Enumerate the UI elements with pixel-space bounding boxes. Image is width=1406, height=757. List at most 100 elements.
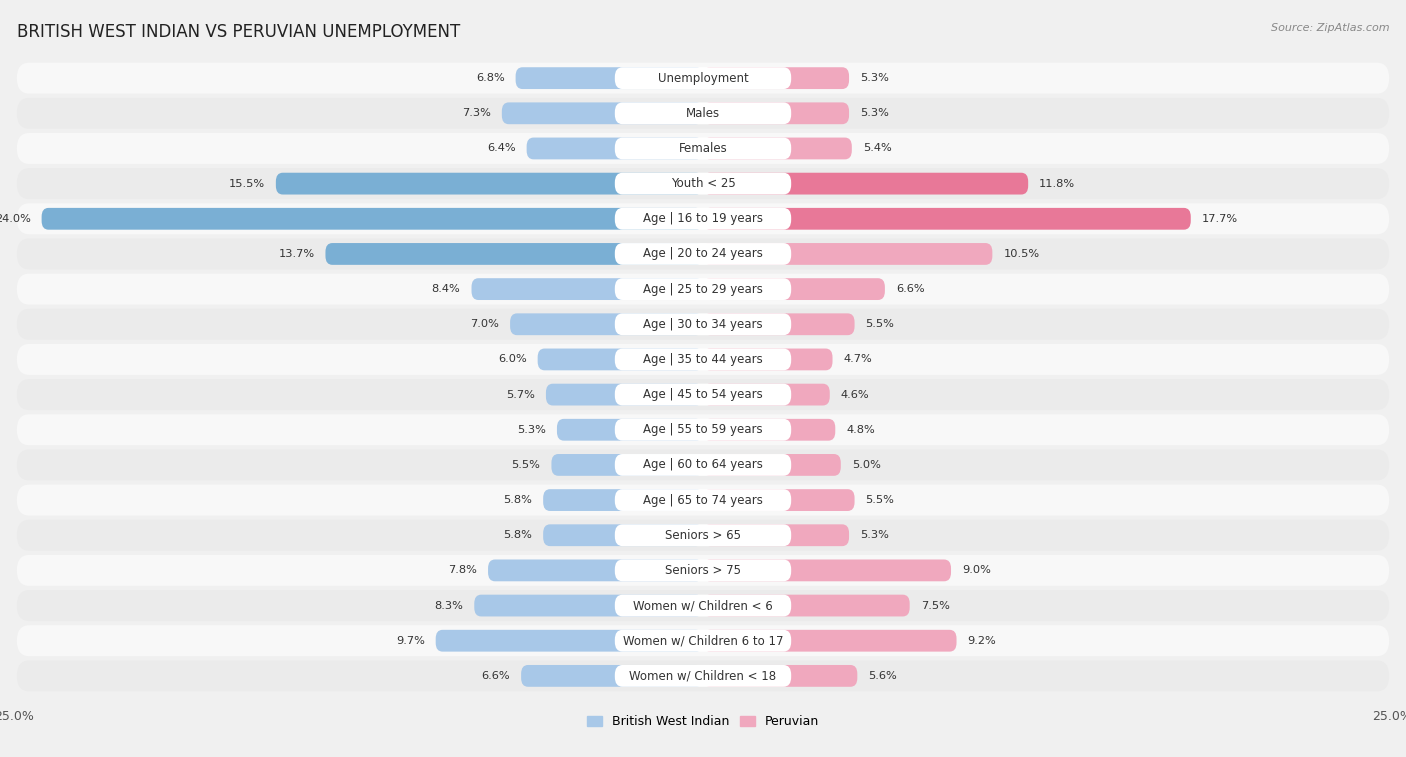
- Text: 4.8%: 4.8%: [846, 425, 875, 435]
- FancyBboxPatch shape: [557, 419, 703, 441]
- FancyBboxPatch shape: [471, 279, 703, 300]
- Text: Women w/ Children < 18: Women w/ Children < 18: [630, 669, 776, 682]
- FancyBboxPatch shape: [703, 208, 1191, 229]
- FancyBboxPatch shape: [614, 559, 792, 581]
- FancyBboxPatch shape: [17, 379, 1389, 410]
- Text: 11.8%: 11.8%: [1039, 179, 1076, 188]
- Text: Unemployment: Unemployment: [658, 72, 748, 85]
- FancyBboxPatch shape: [614, 454, 792, 476]
- FancyBboxPatch shape: [614, 384, 792, 406]
- FancyBboxPatch shape: [17, 238, 1389, 269]
- Text: 7.8%: 7.8%: [449, 565, 477, 575]
- FancyBboxPatch shape: [17, 168, 1389, 199]
- FancyBboxPatch shape: [522, 665, 703, 687]
- Legend: British West Indian, Peruvian: British West Indian, Peruvian: [582, 710, 824, 733]
- Text: 5.4%: 5.4%: [863, 144, 891, 154]
- FancyBboxPatch shape: [17, 660, 1389, 691]
- Text: Age | 25 to 29 years: Age | 25 to 29 years: [643, 282, 763, 295]
- Text: 6.0%: 6.0%: [498, 354, 527, 364]
- FancyBboxPatch shape: [17, 133, 1389, 164]
- FancyBboxPatch shape: [703, 665, 858, 687]
- FancyBboxPatch shape: [17, 414, 1389, 445]
- FancyBboxPatch shape: [614, 243, 792, 265]
- FancyBboxPatch shape: [703, 243, 993, 265]
- FancyBboxPatch shape: [614, 665, 792, 687]
- Text: 6.6%: 6.6%: [896, 284, 925, 294]
- Text: 5.8%: 5.8%: [503, 530, 531, 540]
- FancyBboxPatch shape: [703, 313, 855, 335]
- FancyBboxPatch shape: [17, 273, 1389, 304]
- FancyBboxPatch shape: [614, 489, 792, 511]
- FancyBboxPatch shape: [537, 348, 703, 370]
- Text: Age | 16 to 19 years: Age | 16 to 19 years: [643, 212, 763, 226]
- Text: 13.7%: 13.7%: [278, 249, 315, 259]
- Text: 4.6%: 4.6%: [841, 390, 869, 400]
- FancyBboxPatch shape: [527, 138, 703, 160]
- FancyBboxPatch shape: [17, 98, 1389, 129]
- Text: 4.7%: 4.7%: [844, 354, 872, 364]
- FancyBboxPatch shape: [17, 625, 1389, 656]
- FancyBboxPatch shape: [614, 630, 792, 652]
- Text: 5.3%: 5.3%: [860, 530, 889, 540]
- FancyBboxPatch shape: [614, 67, 792, 89]
- FancyBboxPatch shape: [543, 525, 703, 546]
- FancyBboxPatch shape: [17, 590, 1389, 621]
- Text: 5.3%: 5.3%: [860, 108, 889, 118]
- Text: Seniors > 75: Seniors > 75: [665, 564, 741, 577]
- Text: Males: Males: [686, 107, 720, 120]
- FancyBboxPatch shape: [703, 102, 849, 124]
- FancyBboxPatch shape: [510, 313, 703, 335]
- Text: Age | 65 to 74 years: Age | 65 to 74 years: [643, 494, 763, 506]
- Text: Age | 20 to 24 years: Age | 20 to 24 years: [643, 248, 763, 260]
- FancyBboxPatch shape: [436, 630, 703, 652]
- FancyBboxPatch shape: [17, 520, 1389, 550]
- Text: 9.2%: 9.2%: [967, 636, 997, 646]
- Text: 8.4%: 8.4%: [432, 284, 461, 294]
- FancyBboxPatch shape: [703, 559, 950, 581]
- FancyBboxPatch shape: [703, 348, 832, 370]
- Text: 5.8%: 5.8%: [503, 495, 531, 505]
- FancyBboxPatch shape: [543, 489, 703, 511]
- Text: Youth < 25: Youth < 25: [671, 177, 735, 190]
- FancyBboxPatch shape: [614, 595, 792, 616]
- FancyBboxPatch shape: [614, 348, 792, 370]
- Text: Age | 45 to 54 years: Age | 45 to 54 years: [643, 388, 763, 401]
- Text: 6.6%: 6.6%: [481, 671, 510, 681]
- FancyBboxPatch shape: [17, 309, 1389, 340]
- Text: 7.3%: 7.3%: [463, 108, 491, 118]
- Text: 5.0%: 5.0%: [852, 460, 880, 470]
- FancyBboxPatch shape: [488, 559, 703, 581]
- Text: Source: ZipAtlas.com: Source: ZipAtlas.com: [1271, 23, 1389, 33]
- Text: 5.3%: 5.3%: [517, 425, 546, 435]
- Text: 9.0%: 9.0%: [962, 565, 991, 575]
- FancyBboxPatch shape: [17, 63, 1389, 94]
- FancyBboxPatch shape: [703, 489, 855, 511]
- Text: 7.5%: 7.5%: [921, 600, 949, 611]
- FancyBboxPatch shape: [703, 173, 1028, 195]
- Text: 5.3%: 5.3%: [860, 73, 889, 83]
- FancyBboxPatch shape: [703, 454, 841, 476]
- FancyBboxPatch shape: [614, 102, 792, 124]
- Text: Age | 60 to 64 years: Age | 60 to 64 years: [643, 459, 763, 472]
- Text: 5.5%: 5.5%: [512, 460, 540, 470]
- FancyBboxPatch shape: [703, 384, 830, 406]
- FancyBboxPatch shape: [551, 454, 703, 476]
- Text: BRITISH WEST INDIAN VS PERUVIAN UNEMPLOYMENT: BRITISH WEST INDIAN VS PERUVIAN UNEMPLOY…: [17, 23, 460, 41]
- Text: 5.5%: 5.5%: [866, 495, 894, 505]
- Text: 17.7%: 17.7%: [1202, 213, 1237, 224]
- Text: 6.8%: 6.8%: [475, 73, 505, 83]
- FancyBboxPatch shape: [42, 208, 703, 229]
- Text: 7.0%: 7.0%: [470, 319, 499, 329]
- FancyBboxPatch shape: [474, 595, 703, 616]
- Text: Women w/ Children < 6: Women w/ Children < 6: [633, 599, 773, 612]
- FancyBboxPatch shape: [546, 384, 703, 406]
- FancyBboxPatch shape: [502, 102, 703, 124]
- Text: Seniors > 65: Seniors > 65: [665, 528, 741, 542]
- FancyBboxPatch shape: [614, 313, 792, 335]
- Text: Women w/ Children 6 to 17: Women w/ Children 6 to 17: [623, 634, 783, 647]
- Text: 5.5%: 5.5%: [866, 319, 894, 329]
- Text: 5.7%: 5.7%: [506, 390, 534, 400]
- Text: Females: Females: [679, 142, 727, 155]
- FancyBboxPatch shape: [703, 279, 884, 300]
- FancyBboxPatch shape: [614, 173, 792, 195]
